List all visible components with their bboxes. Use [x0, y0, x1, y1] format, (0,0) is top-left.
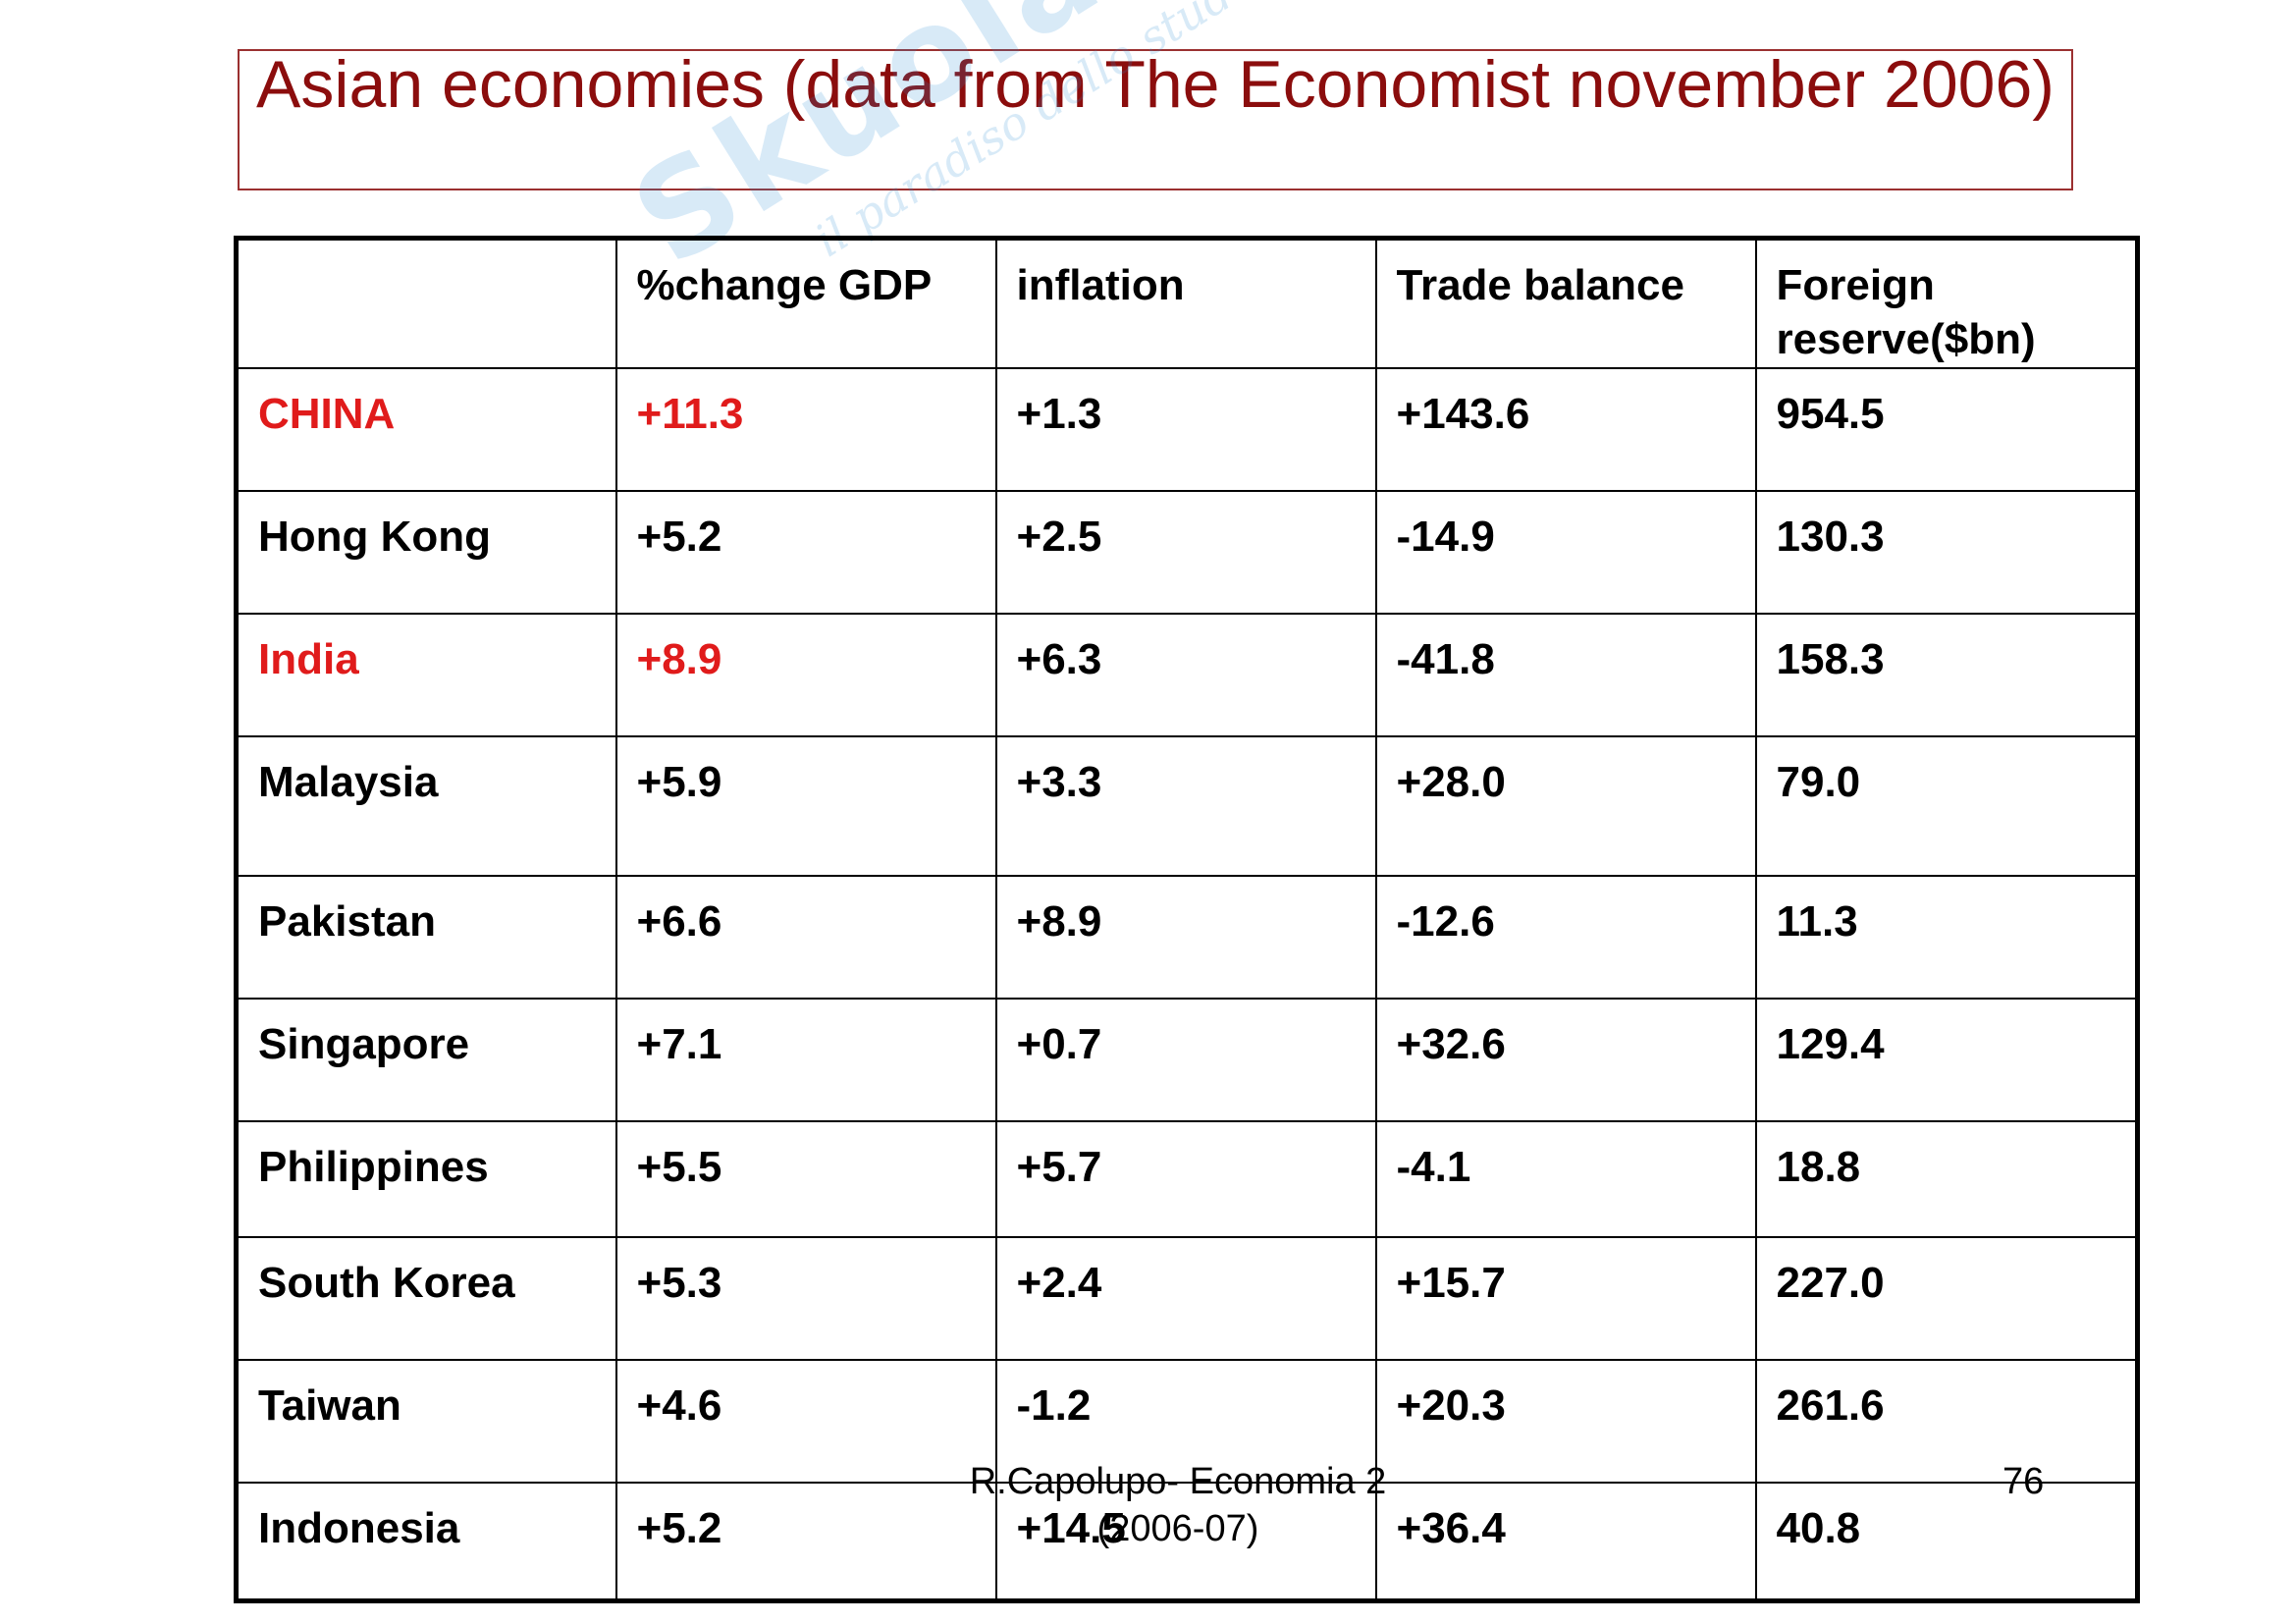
inflation-cell: +8.9 — [994, 874, 1377, 1000]
foreign-reserve-cell: 79.0 — [1754, 734, 2139, 877]
inflation-cell: +3.3 — [994, 734, 1377, 877]
trade-balance-cell: +20.3 — [1374, 1358, 1757, 1484]
foreign-reserve-cell: 130.3 — [1754, 489, 2139, 615]
country-cell: India — [235, 612, 617, 737]
table-header-row: %change GDP inflation Trade balance Fore… — [235, 237, 2139, 369]
gdp-cell: +5.9 — [614, 734, 997, 877]
inflation-cell: +14.5 — [994, 1481, 1377, 1602]
gdp-cell: +7.1 — [614, 997, 997, 1122]
country-cell: Philippines — [235, 1119, 617, 1238]
gdp-cell: +11.3 — [614, 366, 997, 492]
table-row: Philippines +5.5 +5.7 -4.1 18.8 — [235, 1119, 2139, 1238]
trade-balance-cell: +15.7 — [1374, 1235, 1757, 1361]
trade-balance-cell: +32.6 — [1374, 997, 1757, 1122]
trade-balance-cell: -4.1 — [1374, 1119, 1757, 1238]
inflation-cell: +2.5 — [994, 489, 1377, 615]
foreign-reserve-cell: 227.0 — [1754, 1235, 2139, 1361]
page-number: 76 — [2002, 1461, 2045, 1502]
footer-year: (2006-07) — [1096, 1508, 1259, 1549]
gdp-cell: +6.6 — [614, 874, 997, 1000]
gdp-cell: +5.2 — [614, 1481, 997, 1602]
gdp-cell: +5.3 — [614, 1235, 997, 1361]
inflation-cell: +5.7 — [994, 1119, 1377, 1238]
slide-title: Asian economies (data from The Economist… — [256, 47, 2055, 122]
foreign-reserve-cell: 129.4 — [1754, 997, 2139, 1122]
footer-author: R.Capolupo- Economia 2 — [969, 1461, 1387, 1502]
country-cell: Malaysia — [235, 734, 617, 877]
table-row: Indonesia +5.2 +14.5 +36.4 40.8 — [235, 1481, 2139, 1602]
table-row: Hong Kong +5.2 +2.5 -14.9 130.3 — [235, 489, 2139, 615]
table-row: Malaysia +5.9 +3.3 +28.0 79.0 — [235, 734, 2139, 877]
country-cell: CHINA — [235, 366, 617, 492]
header-cell-country — [235, 237, 617, 369]
trade-balance-cell: -12.6 — [1374, 874, 1757, 1000]
country-cell: Singapore — [235, 997, 617, 1122]
trade-balance-cell: +143.6 — [1374, 366, 1757, 492]
gdp-cell: +4.6 — [614, 1358, 997, 1484]
table-row: India +8.9 +6.3 -41.8 158.3 — [235, 612, 2139, 737]
table-row: CHINA +11.3 +1.3 +143.6 954.5 — [235, 366, 2139, 492]
header-cell-inflation: inflation — [994, 237, 1377, 369]
foreign-reserve-cell: 261.6 — [1754, 1358, 2139, 1484]
country-cell: Pakistan — [235, 874, 617, 1000]
inflation-cell: -1.2 — [994, 1358, 1377, 1484]
trade-balance-cell: +28.0 — [1374, 734, 1757, 877]
title-frame — [238, 49, 2073, 190]
country-cell: Taiwan — [235, 1358, 617, 1484]
foreign-reserve-cell: 18.8 — [1754, 1119, 2139, 1238]
header-cell-foreign-reserve: Foreign reserve($bn) — [1754, 237, 2139, 369]
slide-footer: R.Capolupo- Economia 2 (2006-07) — [923, 1458, 1433, 1552]
table-row: Pakistan +6.6 +8.9 -12.6 11.3 — [235, 874, 2139, 1000]
foreign-reserve-cell: 158.3 — [1754, 612, 2139, 737]
inflation-cell: +1.3 — [994, 366, 1377, 492]
gdp-cell: +5.5 — [614, 1119, 997, 1238]
trade-balance-cell: -14.9 — [1374, 489, 1757, 615]
table-row: South Korea +5.3 +2.4 +15.7 227.0 — [235, 1235, 2139, 1361]
foreign-reserve-cell: 40.8 — [1754, 1481, 2139, 1602]
foreign-reserve-cell: 954.5 — [1754, 366, 2139, 492]
inflation-cell: +6.3 — [994, 612, 1377, 737]
table-row: Taiwan +4.6 -1.2 +20.3 261.6 — [235, 1358, 2139, 1484]
header-cell-trade-balance: Trade balance — [1374, 237, 1757, 369]
foreign-reserve-cell: 11.3 — [1754, 874, 2139, 1000]
inflation-cell: +0.7 — [994, 997, 1377, 1122]
country-cell: Hong Kong — [235, 489, 617, 615]
country-cell: Indonesia — [235, 1481, 617, 1602]
economies-table: %change GDP inflation Trade balance Fore… — [234, 236, 2140, 1603]
gdp-cell: +8.9 — [614, 612, 997, 737]
gdp-cell: +5.2 — [614, 489, 997, 615]
trade-balance-cell: -41.8 — [1374, 612, 1757, 737]
table-row: Singapore +7.1 +0.7 +32.6 129.4 — [235, 997, 2139, 1122]
trade-balance-cell: +36.4 — [1374, 1481, 1757, 1602]
header-cell-gdp: %change GDP — [614, 237, 997, 369]
inflation-cell: +2.4 — [994, 1235, 1377, 1361]
country-cell: South Korea — [235, 1235, 617, 1361]
